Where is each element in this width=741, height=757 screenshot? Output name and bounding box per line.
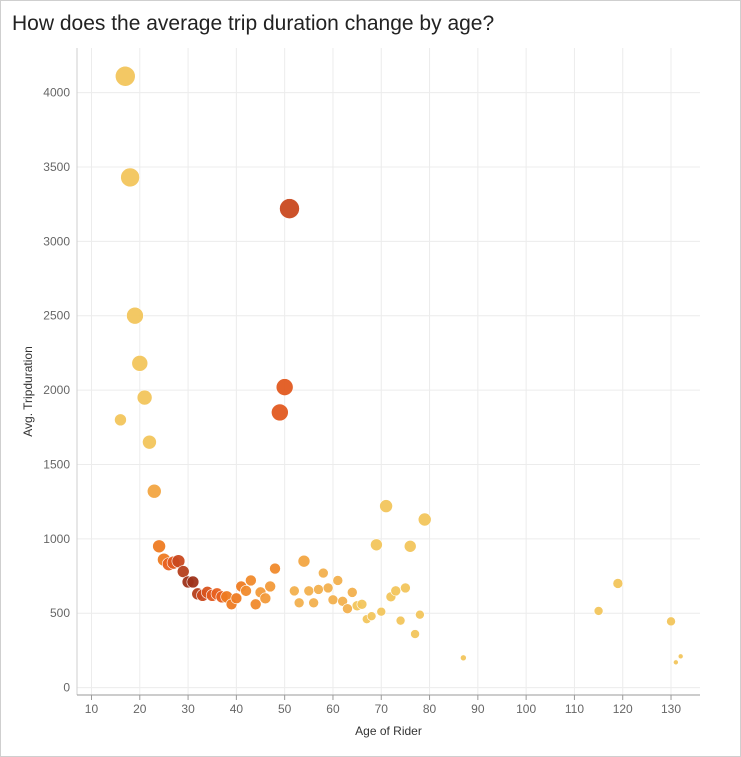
data-point <box>366 611 377 621</box>
y-tick-label: 2500 <box>43 309 70 323</box>
y-tick-label: 4000 <box>43 86 70 100</box>
data-points <box>114 65 684 666</box>
data-point <box>279 198 300 219</box>
x-tick-label: 50 <box>278 702 292 716</box>
x-axis-label: Age of Rider <box>355 724 422 738</box>
data-point <box>308 597 319 609</box>
data-point <box>297 554 311 568</box>
data-point <box>400 582 411 594</box>
data-point <box>186 575 200 589</box>
y-tick-label: 0 <box>63 681 70 695</box>
data-point <box>376 606 387 617</box>
data-point <box>390 585 402 597</box>
data-point <box>356 598 368 610</box>
data-point <box>346 587 358 598</box>
data-point <box>275 378 294 396</box>
data-point <box>379 499 393 513</box>
data-point <box>114 65 136 87</box>
data-point <box>249 598 262 611</box>
data-point <box>131 355 149 372</box>
data-point <box>289 585 300 597</box>
data-point <box>269 562 281 575</box>
data-point <box>677 653 684 660</box>
data-point <box>318 567 329 579</box>
data-point <box>264 580 276 593</box>
x-tick-label: 60 <box>326 702 340 716</box>
data-point <box>303 585 315 597</box>
data-point <box>666 616 676 627</box>
y-tick-label: 1000 <box>43 532 70 546</box>
x-tick-label: 20 <box>133 702 147 716</box>
data-point <box>146 483 162 499</box>
x-tick-label: 100 <box>516 702 536 716</box>
data-point <box>417 512 432 527</box>
data-point <box>240 585 252 597</box>
data-point <box>612 578 624 589</box>
grid-lines <box>77 48 700 695</box>
y-tick-label: 1500 <box>43 457 70 471</box>
y-tick-label: 2000 <box>43 383 70 397</box>
data-point <box>410 629 420 639</box>
data-point <box>142 434 157 450</box>
data-point <box>114 413 127 427</box>
y-tick-label: 500 <box>50 606 70 620</box>
x-tick-labels: 10 20 30 40 50 60 70 80 90 100 110 120 130 <box>85 702 682 716</box>
data-point <box>395 615 406 626</box>
x-tick-label: 70 <box>375 702 389 716</box>
data-point <box>271 403 289 422</box>
data-point <box>415 609 425 620</box>
data-point <box>152 539 166 554</box>
data-point <box>327 594 339 606</box>
y-axis-label: Avg. Tripduration <box>21 346 35 437</box>
chart-title: How does the average trip duration chang… <box>12 12 495 35</box>
data-point <box>370 538 383 552</box>
x-tick-label: 130 <box>661 702 681 716</box>
y-tick-label: 3500 <box>43 160 70 174</box>
data-point <box>293 597 305 609</box>
data-point <box>259 592 272 605</box>
data-point <box>403 539 417 553</box>
data-point <box>176 565 190 578</box>
data-point <box>342 603 353 615</box>
x-tick-label: 10 <box>85 702 99 716</box>
data-point <box>136 389 153 406</box>
data-point <box>230 592 243 605</box>
data-point <box>120 167 140 188</box>
x-tick-label: 30 <box>181 702 195 716</box>
data-point <box>332 575 344 586</box>
x-tick-label: 80 <box>423 702 437 716</box>
x-tick-label: 90 <box>471 702 485 716</box>
x-tick-label: 120 <box>613 702 633 716</box>
x-tick-label: 40 <box>230 702 244 716</box>
y-tick-label: 3000 <box>43 234 70 248</box>
data-point <box>673 659 679 666</box>
y-tick-labels: 0 500 1000 1500 2000 2500 3000 3500 4000 <box>43 86 70 695</box>
data-point <box>322 582 334 594</box>
x-tick-label: 110 <box>565 702 584 716</box>
data-point <box>126 306 144 325</box>
data-point <box>460 654 467 662</box>
data-point <box>245 574 257 587</box>
data-point <box>593 606 604 616</box>
axes <box>76 48 700 700</box>
data-point <box>313 584 324 595</box>
data-point <box>337 595 348 607</box>
